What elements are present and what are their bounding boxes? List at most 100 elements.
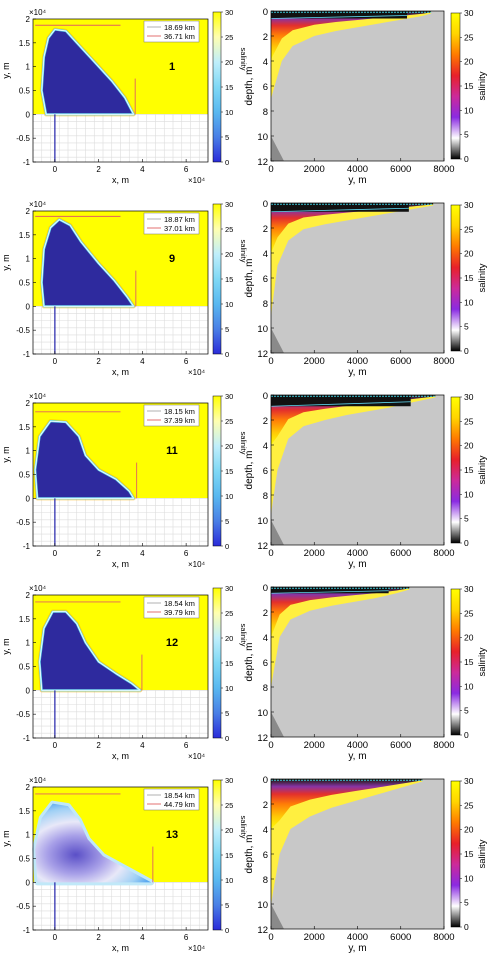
y-tick-label: 10: [257, 516, 268, 527]
section-colorbar: [450, 588, 461, 736]
colorbar-tick-label: 10: [464, 873, 474, 883]
salinity-front-area: [271, 587, 410, 687]
colorbar-tick-label: 5: [225, 901, 229, 910]
colorbar-tick-label: 30: [464, 200, 474, 210]
colorbar-tick-label: 5: [225, 133, 229, 142]
legend-entry: 18.15 km: [164, 407, 195, 416]
colorbar-tick-label: 5: [225, 517, 229, 526]
colorbar-tick-label: 5: [225, 325, 229, 334]
y-tick-label: 12: [257, 925, 268, 936]
fresh-surface-layer: [271, 203, 409, 212]
x-tick-label: 0: [53, 165, 58, 174]
plume-edge: [41, 29, 135, 115]
y-tick-label: 4: [263, 441, 268, 452]
x-tick-label: 0: [268, 548, 273, 559]
x-tick-label: 4000: [347, 356, 368, 367]
y-tick-label: 6: [263, 658, 268, 669]
y-tick-label: 0: [26, 878, 31, 887]
x-exponent: ×10⁴: [188, 560, 206, 569]
colorbar-label: salinity: [477, 839, 488, 868]
x-tick-label: 8000: [433, 548, 454, 559]
y-tick-label: 12: [257, 733, 268, 744]
isohaline-contour: [270, 590, 389, 594]
x-tick-label: 4: [140, 741, 145, 750]
colorbar-tick-label: 0: [464, 154, 469, 164]
colorbar-tick-label: 20: [225, 250, 233, 259]
y-tick-label: 1.5: [19, 807, 31, 816]
x-tick-label: 4: [140, 357, 145, 366]
legend-box: [143, 212, 200, 235]
x-axis-label: y, m: [348, 175, 366, 186]
colorbar-label: salinity: [239, 432, 248, 455]
x-tick-label: 0: [53, 549, 58, 558]
y-tick-label: 4: [263, 825, 268, 836]
legend-box: [143, 788, 200, 811]
colorbar-tick-label: 25: [225, 225, 233, 234]
y-tick-label: 0.5: [19, 87, 31, 96]
x-tick-label: 6: [184, 357, 189, 366]
y-tick-label: 2: [263, 608, 268, 619]
x-tick-label: 6000: [390, 740, 411, 751]
colorbar-tick-label: 10: [464, 297, 474, 307]
colorbar-tick-label: 30: [464, 8, 474, 18]
colorbar-label: salinity: [239, 624, 248, 647]
x-tick-label: 8000: [433, 356, 454, 367]
colorbar-tick-label: 20: [464, 249, 474, 259]
y-axis-label: depth, m: [244, 451, 255, 490]
colorbar-tick-label: 25: [464, 800, 474, 810]
x-tick-label: 6: [184, 549, 189, 558]
map-colorbar: [212, 587, 222, 739]
colorbar-tick-label: 25: [225, 417, 233, 426]
y-tick-label: 2: [263, 416, 268, 427]
legend-entry: 18.54 km: [164, 599, 195, 608]
bottom-topography: [271, 136, 284, 161]
colorbar-tick-label: 5: [225, 709, 229, 718]
colorbar-tick-label: 25: [464, 224, 474, 234]
plume-edge: [39, 611, 141, 691]
y-tick-label: 6: [263, 274, 268, 285]
colorbar-tick-label: 10: [464, 681, 474, 691]
y-exponent: ×10⁴: [29, 392, 47, 401]
colorbar-label: salinity: [239, 48, 248, 71]
colorbar-tick-label: 20: [464, 57, 474, 67]
y-tick-label: 1.5: [19, 231, 31, 240]
y-tick-label: 10: [257, 324, 268, 335]
colorbar-tick-label: 20: [225, 634, 233, 643]
x-tick-label: 4: [140, 165, 145, 174]
x-tick-label: 0: [268, 164, 273, 175]
y-tick-label: 4: [263, 633, 268, 644]
y-tick-label: 2: [263, 224, 268, 235]
plume-edge: [34, 420, 135, 499]
y-tick-label: 0: [263, 7, 268, 18]
y-tick-label: 1.5: [19, 39, 31, 48]
x-tick-label: 2000: [304, 356, 325, 367]
x-axis-label: x, m: [112, 943, 129, 953]
bottom-topography: [271, 904, 284, 929]
colorbar-tick-label: 15: [464, 81, 474, 91]
y-axis-label: y, m: [1, 830, 11, 846]
colorbar-tick-label: 15: [464, 657, 474, 667]
y-tick-label: 8: [263, 491, 268, 502]
colorbar-tick-label: 20: [225, 826, 233, 835]
x-tick-label: 4000: [347, 740, 368, 751]
x-tick-label: 6000: [390, 164, 411, 175]
colorbar-tick-label: 10: [225, 492, 233, 501]
colorbar-tick-label: 0: [464, 538, 469, 548]
y-tick-label: 0: [26, 686, 31, 695]
colorbar-tick-label: 10: [225, 684, 233, 693]
y-tick-label: 8: [263, 299, 268, 310]
colorbar-tick-label: 20: [464, 825, 474, 835]
colorbar-label: salinity: [477, 647, 488, 676]
plume: [35, 803, 152, 883]
map-colorbar: [212, 395, 222, 547]
x-tick-label: 6000: [390, 548, 411, 559]
colorbar-tick-label: 0: [225, 734, 229, 743]
colorbar-tick-label: 10: [225, 300, 233, 309]
x-tick-label: 4000: [347, 548, 368, 559]
